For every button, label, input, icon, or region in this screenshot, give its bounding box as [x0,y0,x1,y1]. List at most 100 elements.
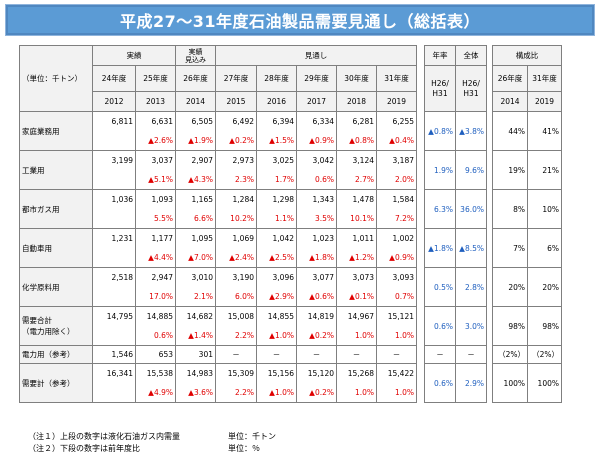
value-cell: 653 [135,345,176,364]
change-cell: ▲1.5% [256,130,297,151]
value-cell: 1,095 [175,228,216,248]
change-cell: ▲4.4% [135,247,176,268]
value-cell: 1,165 [175,189,216,209]
value-cell: 1,069 [215,228,257,248]
change-cell: 1.0% [376,382,417,403]
value-cell: 15,268 [336,363,377,383]
share-2014: 19% [492,150,528,190]
annual-rate: 0.5% [424,267,456,307]
group-annual: 年率 [424,45,456,66]
share-2019: 98% [527,306,562,346]
value-cell: 3,093 [376,267,417,287]
change-cell: ▲0.9% [296,130,337,151]
value-cell: 301 [175,345,216,364]
change-cell: ▲0.2% [296,325,337,346]
unit-note-1: 単位：千トン [228,432,276,441]
annual-rate: ▲1.8% [424,228,456,268]
value-cell: 15,008 [215,306,257,326]
total-change: ▲3.8% [455,111,487,151]
fy-28: 28年度 [256,65,297,92]
share-2014: 100% [492,363,528,403]
change-cell: ▲7.0% [175,247,216,268]
row-label: 工業用 [19,150,93,190]
value-cell: 14,855 [256,306,297,326]
share-2019: （2%） [527,345,562,364]
value-cell: 2,518 [92,267,136,287]
change-cell: ▲0.6% [296,286,337,307]
value-cell: 3,124 [336,150,377,170]
total-change: － [455,345,487,364]
annual-rate: － [424,345,456,364]
total-change: 3.0% [455,306,487,346]
change-cell: 2.7% [336,169,377,190]
total-period: H26/H31 [455,65,487,112]
value-cell: 1,231 [92,228,136,248]
row-label: 家庭業務用 [19,111,93,151]
share-2019: 100% [527,363,562,403]
change-cell: ▲1.8% [296,247,337,268]
change-cell [92,208,136,229]
value-cell: 3,010 [175,267,216,287]
share-2014: 44% [492,111,528,151]
fy-31: 31年度 [376,65,417,92]
change-cell [92,247,136,268]
change-cell: 6.0% [215,286,257,307]
page-title: 平成27～31年度石油製品需要見通し（総括表） [5,4,595,36]
value-cell: 3,037 [135,150,176,170]
value-cell: 3,187 [376,150,417,170]
value-cell: 1,546 [92,345,136,364]
share-fy-31: 31年度 [527,65,562,92]
change-cell: ▲1.2% [336,247,377,268]
group-actual: 実績 [92,45,176,66]
value-cell: 1,284 [215,189,257,209]
fy-29: 29年度 [296,65,337,92]
year-2017: 2017 [296,91,337,112]
share-2019: 21% [527,150,562,190]
change-cell: ▲4.9% [135,382,176,403]
change-cell: ▲1.0% [256,325,297,346]
group-total: 全体 [455,45,487,66]
row-label: 需要計（参考） [19,363,93,403]
change-cell: 10.1% [336,208,377,229]
value-cell: 15,309 [215,363,257,383]
share-2014: 7% [492,228,528,268]
change-cell: ▲0.8% [336,130,377,151]
value-cell: 1,584 [376,189,417,209]
value-cell: 3,042 [296,150,337,170]
value-cell: － [336,345,377,364]
change-cell: 1.0% [336,325,377,346]
value-cell: 2,907 [175,150,216,170]
value-cell: 6,505 [175,111,216,131]
value-cell: 1,478 [336,189,377,209]
share-2019: 6% [527,228,562,268]
value-cell: 3,025 [256,150,297,170]
change-cell [92,325,136,346]
value-cell: － [215,345,257,364]
change-cell: 0.7% [376,286,417,307]
row-label: 需要合計 （電力用除く） [19,306,93,346]
value-cell: 3,096 [256,267,297,287]
change-cell: ▲0.2% [215,130,257,151]
change-cell: ▲0.1% [336,286,377,307]
annual-rate: 6.3% [424,189,456,229]
change-cell: ▲2.4% [215,247,257,268]
annual-rate: 1.9% [424,150,456,190]
year-2015: 2015 [215,91,257,112]
row-label: 都市ガス用 [19,189,93,229]
change-cell: ▲5.1% [135,169,176,190]
fy-24: 24年度 [92,65,136,92]
change-cell: ▲1.0% [256,382,297,403]
value-cell: 1,177 [135,228,176,248]
value-cell: 15,120 [296,363,337,383]
change-cell: 2.2% [215,325,257,346]
annual-rate: ▲0.8% [424,111,456,151]
change-cell: ▲2.9% [256,286,297,307]
share-year-2019: 2019 [527,91,562,112]
value-cell: 15,538 [135,363,176,383]
change-cell: 6.6% [175,208,216,229]
change-cell: ▲3.6% [175,382,216,403]
change-cell: 2.1% [175,286,216,307]
share-2019: 20% [527,267,562,307]
share-2014: 20% [492,267,528,307]
change-cell: 0.6% [135,325,176,346]
